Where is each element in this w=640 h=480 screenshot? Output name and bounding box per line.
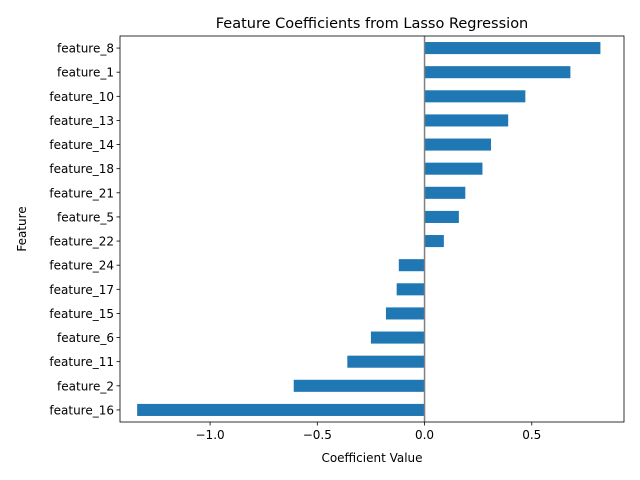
bar-feature_13 [424,114,509,127]
bar-feature_16 [137,403,425,416]
x-tick-label-0: −1.0 [196,428,225,442]
y-tick-label-feature_1: feature_1 [57,66,114,80]
x-tick-label-3: 0.5 [522,428,541,442]
y-tick-label-feature_21: feature_21 [49,186,114,200]
plot-area: feature_8 feature_1 feature_10 feature_13fe… [49,35,625,442]
bar-feature_14 [424,138,492,151]
y-tick-label-feature_8: feature_8 [57,42,114,56]
bar-feature_24 [398,259,425,272]
y-tick-label-feature_11: feature_11 [49,355,114,369]
y-tick-label-feature_18: feature_18 [49,162,114,176]
y-tick-label-feature_13: feature_13 [49,114,114,128]
bar-feature_2 [293,379,425,392]
y-tick-label-feature_22: feature_22 [49,235,114,249]
y-tick-label-feature_15: feature_15 [49,307,114,321]
x-axis-title: Coefficient Value [321,451,422,465]
bar-feature_15 [385,307,425,320]
y-tick-label-feature_6: feature_6 [57,331,114,345]
bar-feature_1 [424,66,571,79]
x-tick-label-2: 0.0 [415,428,434,442]
y-tick-label-feature_10: feature_10 [49,90,114,104]
bar-feature_5 [424,210,459,223]
bar-feature_11 [347,355,425,368]
y-axis-title: Feature [15,206,29,251]
x-tick-label-1: −0.5 [303,428,332,442]
bar-feature_10 [424,90,526,103]
y-tick-label-feature_14: feature_14 [49,138,114,152]
bar-feature_22 [424,235,444,248]
bar-feature_17 [396,283,425,296]
bar-feature_6 [370,331,425,344]
y-tick-label-feature_16: feature_16 [49,403,114,417]
y-tick-label-feature_2: feature_2 [57,379,114,393]
bar-feature_8 [424,42,601,55]
y-tick-label-feature_17: feature_17 [49,283,114,297]
plot-frame [119,35,625,423]
bar-feature_18 [424,162,483,175]
y-tick-label-feature_5: feature_5 [57,210,114,224]
chart-title: Feature Coefficients from Lasso Regressi… [216,16,529,32]
bar-feature_21 [424,186,466,199]
y-tick-label-feature_24: feature_24 [49,259,114,273]
